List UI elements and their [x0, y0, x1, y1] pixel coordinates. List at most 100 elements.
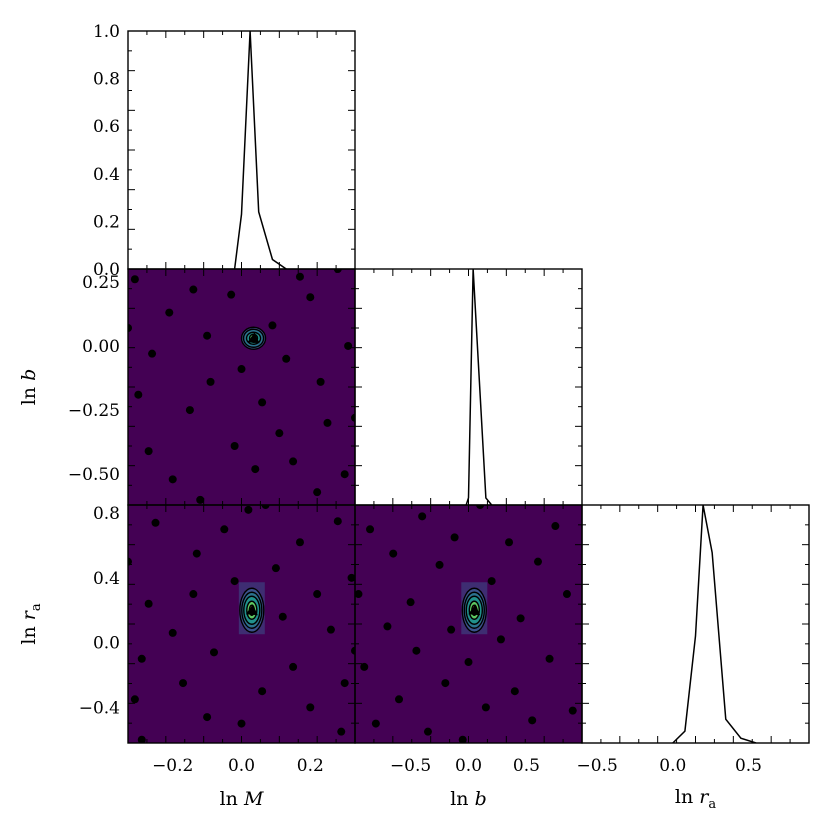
scatter-point	[209, 648, 218, 657]
scatter-point	[551, 522, 560, 531]
scatter-point	[278, 612, 287, 621]
x-axis-label: ln b	[450, 788, 487, 810]
x-tick-label: −0.2	[152, 756, 193, 776]
scatter-point	[306, 703, 315, 712]
tick-marks	[128, 269, 355, 505]
scatter-point	[545, 654, 554, 663]
x-tick-label: −0.5	[390, 756, 431, 776]
scatter-point	[423, 727, 432, 736]
y-axis-label: ln b	[18, 369, 40, 406]
scatter-point	[230, 577, 239, 586]
scatter-point	[450, 533, 459, 542]
scatter-point	[295, 538, 304, 547]
x-tick-label: 0.0	[228, 756, 255, 776]
contour-background	[128, 269, 355, 505]
contour-peak	[247, 332, 260, 344]
x-tick-label: 0.2	[297, 756, 324, 776]
contour-lnb-lnra-panel	[355, 505, 582, 743]
scatter-point	[289, 457, 298, 466]
scatter-point	[258, 398, 267, 407]
scatter-point	[230, 442, 239, 450]
scatter-point	[130, 695, 139, 704]
scatter-point	[395, 695, 404, 704]
scatter-point	[516, 614, 525, 623]
scatter-point	[196, 495, 205, 504]
scatter-point	[441, 679, 450, 688]
scatter-point	[435, 560, 444, 569]
scatter-point	[144, 599, 153, 608]
scatter-point	[326, 625, 335, 634]
scatter-point	[406, 598, 415, 607]
hist-lnra-frame	[581, 504, 810, 744]
scatter-point	[137, 654, 146, 663]
x-axis-label: ln ra	[675, 786, 716, 812]
y-axis-label: ln ra	[18, 603, 44, 644]
scatter-point	[447, 625, 456, 634]
scatter-point	[203, 331, 212, 340]
x-tick-label: −0.5	[576, 756, 617, 776]
scatter-point	[227, 290, 236, 299]
scatter-point	[383, 622, 392, 631]
scatter-point	[192, 549, 201, 558]
scatter-point	[568, 706, 577, 715]
scatter-point	[295, 272, 304, 281]
hist-lnM-line	[233, 31, 287, 269]
scatter-point	[306, 293, 315, 302]
scatter-point	[487, 577, 496, 586]
scatter-point	[340, 470, 349, 479]
scatter-point	[237, 365, 246, 374]
scatter-point	[464, 658, 473, 667]
y-tick-label: 1.0	[93, 22, 120, 42]
scatter-point	[268, 321, 277, 330]
scatter-point	[340, 679, 349, 688]
x-tick-label: 0.5	[735, 756, 762, 776]
y-tick-label: 0.00	[82, 337, 120, 357]
scatter-point	[366, 525, 375, 534]
x-tick-label: 0.5	[513, 756, 540, 776]
scatter-point	[137, 735, 146, 743]
contour-lnM-lnra-panel	[128, 505, 355, 743]
scatter-point	[313, 590, 322, 599]
scatter-point	[165, 308, 174, 317]
scatter-point	[237, 719, 246, 728]
y-tick-label: 0.4	[93, 569, 120, 589]
scatter-point	[220, 525, 229, 534]
y-tick-label: 0.8	[93, 504, 120, 524]
scatter-point	[510, 687, 519, 696]
scatter-point	[412, 646, 421, 655]
scatter-point	[206, 377, 215, 386]
scatter-point	[323, 418, 332, 427]
hist-lnb-line	[465, 269, 493, 505]
y-tick-label: 0.4	[93, 165, 120, 185]
y-tick-label: 0.6	[93, 117, 120, 137]
y-tick-label: −0.25	[68, 401, 120, 421]
scatter-point	[313, 488, 322, 497]
scatter-point	[333, 517, 342, 526]
scatter-point	[289, 662, 298, 671]
x-tick-label: 0.0	[455, 756, 482, 776]
hist-lnM-background	[128, 31, 355, 269]
scatter-point	[271, 564, 280, 573]
contour-peak	[245, 604, 258, 616]
scatter-point	[189, 285, 198, 294]
y-tick-label: 0.8	[93, 70, 120, 90]
scatter-point	[251, 465, 260, 474]
scatter-point	[505, 538, 514, 547]
scatter-point	[258, 687, 267, 696]
scatter-point	[371, 719, 380, 728]
scatter-point	[282, 354, 291, 363]
scatter-point	[185, 406, 194, 415]
scatter-point	[189, 590, 198, 599]
contour-peak	[468, 604, 481, 616]
scatter-point	[179, 679, 188, 688]
scatter-point	[130, 275, 139, 284]
scatter-point	[337, 727, 346, 736]
scatter-point	[168, 628, 177, 637]
scatter-point	[134, 390, 143, 399]
scatter-point	[533, 557, 542, 566]
scatter-point	[351, 646, 355, 655]
scatter-point	[528, 716, 537, 725]
scatter-point	[168, 475, 177, 484]
scatter-point	[128, 557, 132, 566]
